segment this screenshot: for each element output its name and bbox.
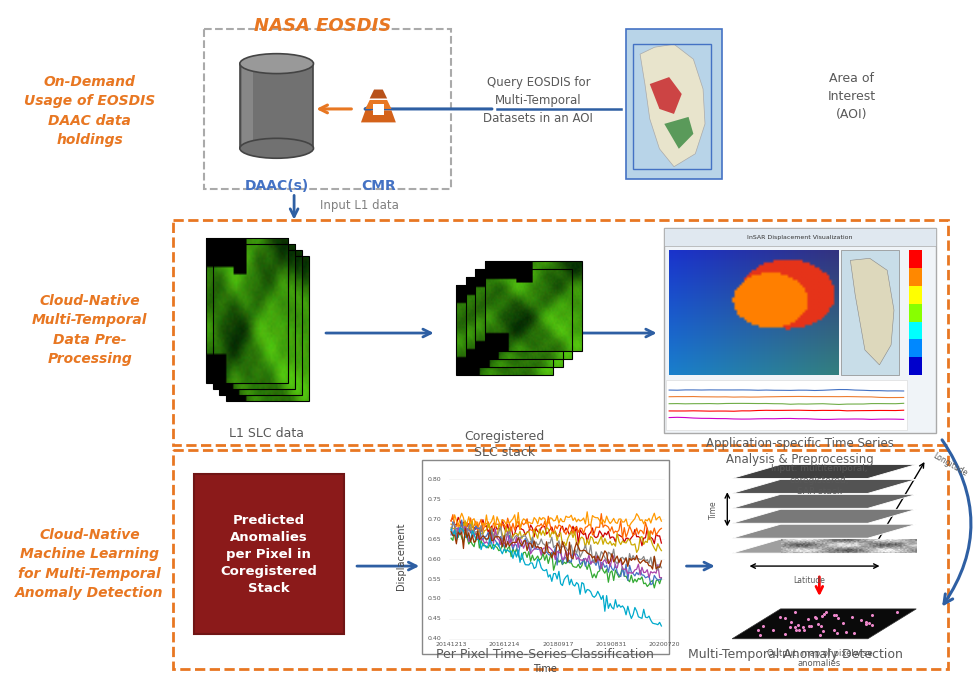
Polygon shape <box>732 509 916 523</box>
Text: 0.45: 0.45 <box>428 616 442 621</box>
Text: Time: Time <box>708 500 717 519</box>
Polygon shape <box>850 258 894 365</box>
Bar <box>840 251 899 375</box>
Polygon shape <box>241 63 253 148</box>
Bar <box>476 269 573 359</box>
Bar <box>220 251 302 395</box>
Text: Cloud-Native
Machine Learning
for Multi-Temporal
Anomaly Detection: Cloud-Native Machine Learning for Multi-… <box>16 528 164 601</box>
Polygon shape <box>732 524 916 538</box>
Text: Per Pixel Time-Series Classification: Per Pixel Time-Series Classification <box>436 648 654 661</box>
Text: 20180917: 20180917 <box>542 642 573 647</box>
Polygon shape <box>369 89 387 99</box>
Text: Time: Time <box>533 664 557 674</box>
Text: Input L1 data: Input L1 data <box>320 199 400 212</box>
Text: 20190831: 20190831 <box>595 642 626 647</box>
Bar <box>422 460 669 654</box>
Bar <box>173 221 949 445</box>
Text: Query EOSDIS for
Multi-Temporal
Datasets in an AOI: Query EOSDIS for Multi-Temporal Datasets… <box>484 76 593 125</box>
Text: Displacement: Displacement <box>396 522 405 590</box>
Bar <box>625 29 722 178</box>
Text: 0.75: 0.75 <box>428 497 442 502</box>
Bar <box>909 286 922 304</box>
Bar <box>194 475 345 634</box>
Polygon shape <box>732 464 916 479</box>
Text: Cloud-Native
Multi-Temporal
Data Pre-
Processing: Cloud-Native Multi-Temporal Data Pre- Pr… <box>32 294 148 366</box>
Polygon shape <box>373 104 384 115</box>
Bar <box>633 44 711 169</box>
Text: Latitude: Latitude <box>793 576 826 585</box>
Text: Predicted
Anomalies
per Pixel in
Coregistered
Stack: Predicted Anomalies per Pixel in Coregis… <box>221 513 318 595</box>
Bar <box>485 262 582 351</box>
Text: Output: map of pixelwise
anomalies: Output: map of pixelwise anomalies <box>767 649 872 668</box>
Text: InSAR Displacement Visualization: InSAR Displacement Visualization <box>747 235 853 240</box>
Bar <box>204 29 451 189</box>
Text: Application-specific Time Series
Analysis & Preprocessing: Application-specific Time Series Analysi… <box>706 437 894 466</box>
Text: Area of
Interest
(AOI): Area of Interest (AOI) <box>828 72 875 121</box>
Ellipse shape <box>239 54 314 74</box>
Bar <box>909 268 922 286</box>
Polygon shape <box>640 44 705 167</box>
Bar <box>909 321 922 339</box>
Text: 0.50: 0.50 <box>428 597 442 601</box>
Polygon shape <box>732 479 916 493</box>
Bar <box>909 304 922 321</box>
Text: Coregistered
SLC stack: Coregistered SLC stack <box>464 430 544 458</box>
Polygon shape <box>732 539 916 553</box>
Text: Input: multitemporal,
coregistered,
SAR stack: Input: multitemporal, coregistered, SAR … <box>771 464 868 496</box>
Bar <box>213 244 295 389</box>
Polygon shape <box>361 110 396 123</box>
Text: NASA EOSDIS: NASA EOSDIS <box>254 17 392 35</box>
Bar <box>664 228 936 247</box>
Text: 20200720: 20200720 <box>649 642 680 647</box>
Text: 0.60: 0.60 <box>428 556 442 562</box>
Bar <box>466 277 563 367</box>
Polygon shape <box>732 609 916 639</box>
Text: 0.40: 0.40 <box>428 636 442 642</box>
Bar <box>669 251 838 375</box>
Bar <box>456 285 553 375</box>
Text: DAAC(s): DAAC(s) <box>244 178 309 193</box>
Bar <box>909 357 922 375</box>
Text: Multi-Temporal Anomaly Detection: Multi-Temporal Anomaly Detection <box>688 648 903 661</box>
Ellipse shape <box>239 138 314 158</box>
Text: 0.80: 0.80 <box>428 477 442 482</box>
Bar <box>173 449 949 669</box>
Bar <box>664 228 936 432</box>
Bar <box>909 339 922 357</box>
Polygon shape <box>365 100 392 109</box>
Text: 0.70: 0.70 <box>428 517 442 522</box>
Polygon shape <box>732 494 916 508</box>
Bar <box>227 256 309 400</box>
Text: 0.65: 0.65 <box>428 537 442 541</box>
Bar <box>206 238 288 383</box>
Bar <box>909 251 922 268</box>
Text: Longitude: Longitude <box>931 451 968 478</box>
Text: CMR: CMR <box>361 178 396 193</box>
Polygon shape <box>664 117 694 148</box>
Text: On-Demand
Usage of EOSDIS
DAAC data
holdings: On-Demand Usage of EOSDIS DAAC data hold… <box>24 75 155 147</box>
Text: 20161214: 20161214 <box>488 642 520 647</box>
Polygon shape <box>650 77 682 114</box>
Text: 20141213: 20141213 <box>436 642 467 647</box>
Polygon shape <box>239 63 314 148</box>
Bar <box>666 380 907 430</box>
Text: L1 SLC data: L1 SLC data <box>230 427 305 440</box>
Text: 0.55: 0.55 <box>428 577 442 582</box>
